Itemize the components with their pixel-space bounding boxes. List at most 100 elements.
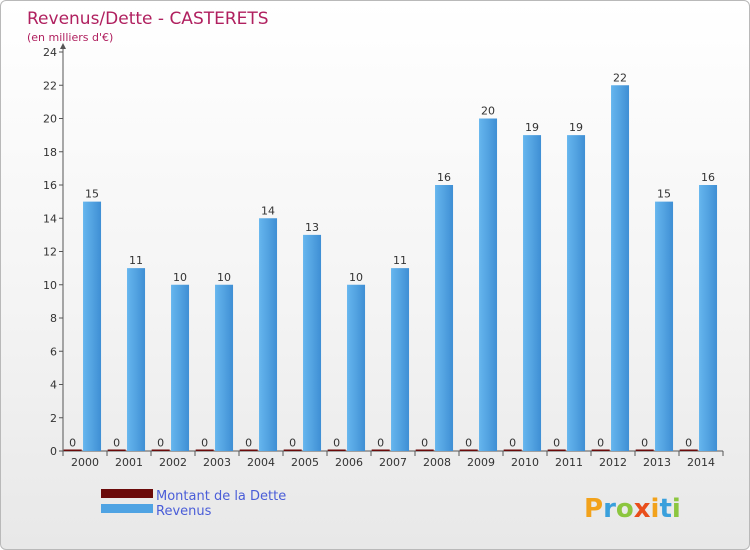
bar-debt <box>195 449 214 451</box>
legend-swatch-revenus <box>101 504 153 513</box>
x-axis: 2000 2001 2002 2003 2004 2005 2006 2007 2008 2009… <box>62 450 724 469</box>
y-tick-label: 12 <box>43 246 57 259</box>
bar-revenus <box>347 284 366 451</box>
x-tick-label: 2013 <box>643 456 671 469</box>
data-label-revenus: 13 <box>305 221 319 234</box>
legend-label-debt: Montant de la Dette <box>156 489 286 504</box>
data-label-debt: 0 <box>509 437 516 450</box>
bars <box>63 85 718 451</box>
data-label-debt: 0 <box>685 437 692 450</box>
bar-revenus <box>171 284 190 451</box>
logo-letter: P <box>584 494 603 524</box>
bar-debt <box>679 449 698 451</box>
data-label-revenus: 20 <box>481 105 495 118</box>
x-tick-label: 2010 <box>511 456 539 469</box>
legend-swatch-debt <box>101 489 153 498</box>
y-tick-label: 24 <box>43 46 57 59</box>
data-label-debt: 0 <box>201 437 208 450</box>
bar-debt <box>327 449 346 451</box>
bar-revenus <box>567 135 586 451</box>
y-tick-label: 6 <box>50 345 57 358</box>
x-tick-label: 2003 <box>203 456 231 469</box>
x-tick-label: 2008 <box>423 456 451 469</box>
bar-revenus <box>127 268 146 451</box>
data-label-revenus: 14 <box>261 204 275 217</box>
bar-debt <box>635 449 654 451</box>
x-tick-label: 2005 <box>291 456 319 469</box>
data-label-revenus: 19 <box>569 121 583 134</box>
bar-debt <box>107 449 126 451</box>
data-label-debt: 0 <box>113 437 120 450</box>
bar-debt <box>63 449 82 451</box>
y-tick-label: 14 <box>43 212 57 225</box>
data-label-debt: 0 <box>289 437 296 450</box>
data-label-revenus: 10 <box>173 271 187 284</box>
bar-revenus <box>391 268 410 451</box>
bar-revenus <box>523 135 542 451</box>
data-label-revenus: 10 <box>217 271 231 284</box>
logo-letter: r <box>603 494 616 524</box>
data-label-revenus: 16 <box>437 171 451 184</box>
bar-debt <box>547 449 566 451</box>
y-tick-label: 8 <box>50 312 57 325</box>
logo-letter: i <box>651 494 660 524</box>
x-tick-label: 2000 <box>71 456 99 469</box>
data-label-debt: 0 <box>333 437 340 450</box>
x-tick-label: 2001 <box>115 456 143 469</box>
data-label-revenus: 16 <box>701 171 715 184</box>
x-tick-label: 2011 <box>555 456 583 469</box>
bar-revenus <box>215 284 234 451</box>
data-label-debt: 0 <box>553 437 560 450</box>
data-label-debt: 0 <box>465 437 472 450</box>
data-label-revenus: 11 <box>393 254 407 267</box>
data-label-debt: 0 <box>421 437 428 450</box>
data-label-debt: 0 <box>597 437 604 450</box>
x-tick-label: 2007 <box>379 456 407 469</box>
x-tick-label: 2004 <box>247 456 275 469</box>
bar-debt <box>503 449 522 451</box>
bar-debt <box>283 449 302 451</box>
chart-subtitle: (en milliers d'€) <box>27 31 113 44</box>
data-label-revenus: 22 <box>613 71 627 84</box>
x-tick-label: 2002 <box>159 456 187 469</box>
data-label-debt: 0 <box>641 437 648 450</box>
x-tick-label: 2014 <box>687 456 715 469</box>
bar-revenus <box>699 185 718 451</box>
bar-debt <box>415 449 434 451</box>
data-label-debt: 0 <box>157 437 164 450</box>
logo-letter: o <box>616 494 634 524</box>
y-tick-label: 10 <box>43 279 57 292</box>
proxiti-logo: Proxiti <box>584 494 681 524</box>
data-label-revenus: 15 <box>657 188 671 201</box>
y-tick-label: 22 <box>43 79 57 92</box>
y-tick-label: 20 <box>43 113 57 126</box>
bar-revenus <box>655 201 674 451</box>
y-tick-label: 0 <box>50 445 57 458</box>
y-axis-arrow <box>60 43 66 49</box>
y-tick-label: 4 <box>50 379 57 392</box>
bar-debt <box>591 449 610 451</box>
bar-revenus <box>479 118 498 451</box>
bar-debt <box>371 449 390 451</box>
logo-letter: x <box>634 494 651 524</box>
data-label-debt: 0 <box>377 437 384 450</box>
data-label-debt: 0 <box>245 437 252 450</box>
logo-letter: t <box>659 494 671 524</box>
data-label-revenus: 15 <box>85 188 99 201</box>
y-tick-label: 2 <box>50 412 57 425</box>
logo-letter: i <box>672 494 681 524</box>
legend-label-revenus: Revenus <box>156 504 212 519</box>
y-tick-label: 18 <box>43 146 57 159</box>
bar-revenus <box>435 185 454 451</box>
x-tick-label: 2009 <box>467 456 495 469</box>
data-label-debt: 0 <box>69 437 76 450</box>
legend: Montant de la Dette Revenus <box>101 489 286 519</box>
data-label-revenus: 10 <box>349 271 363 284</box>
data-labels: 0 15 0 11 0 10 0 10 0 14 0 13 0 10 0 11 0 16 0 20 0 19 0 19 0 22 0… <box>69 71 715 449</box>
x-tick-label: 2012 <box>599 456 627 469</box>
bar-debt <box>239 449 258 451</box>
bar-revenus <box>611 85 630 451</box>
